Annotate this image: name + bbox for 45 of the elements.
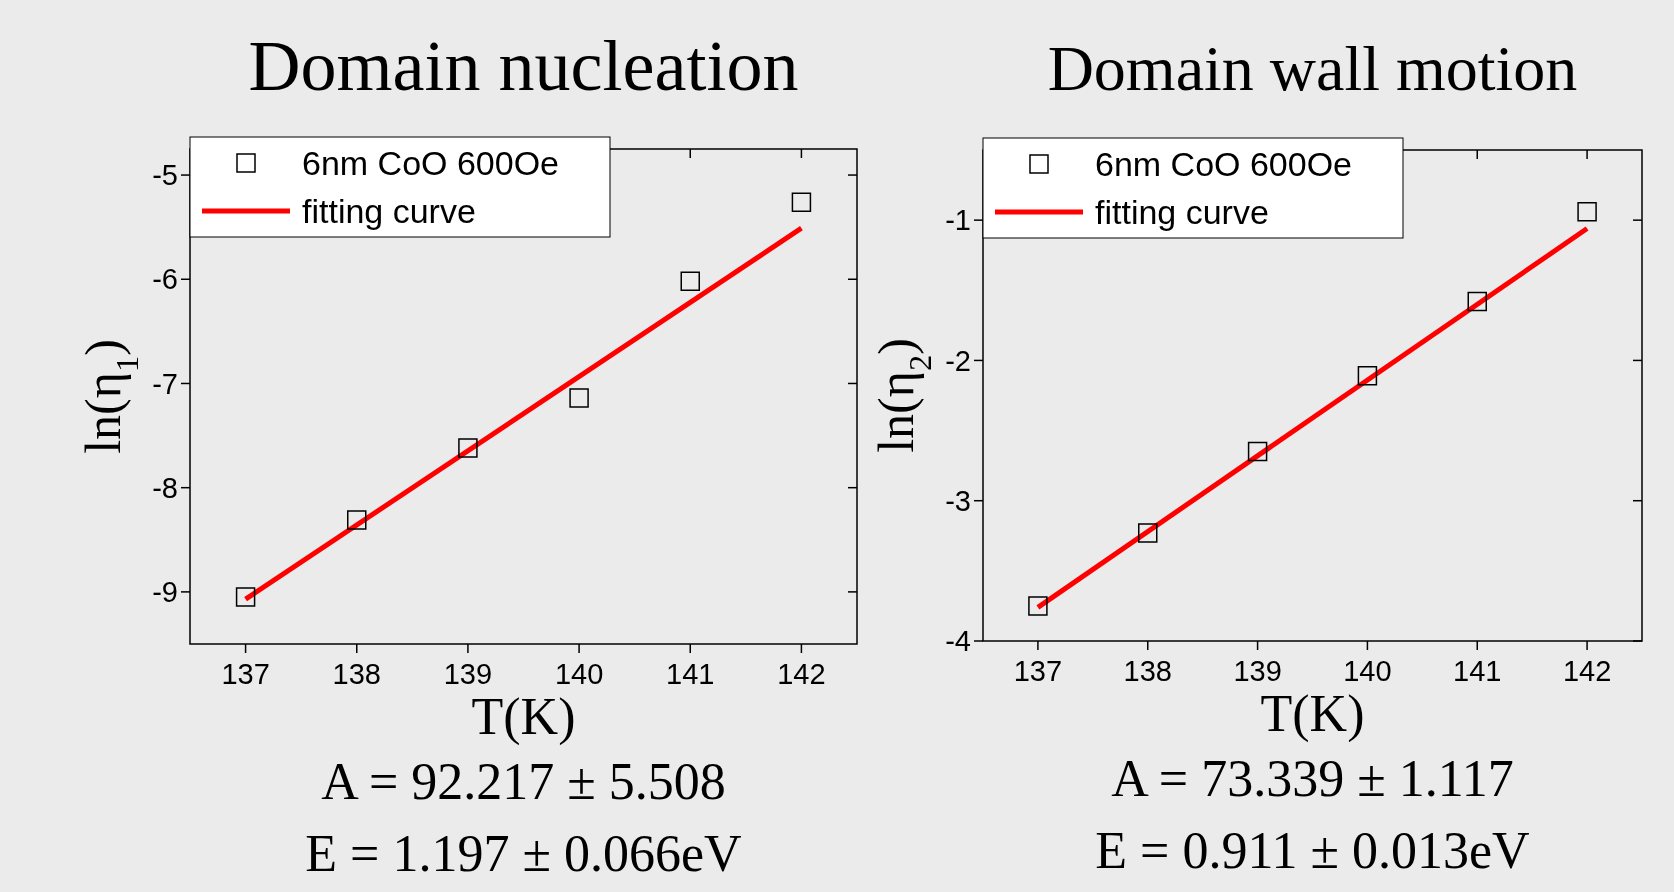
y-tick-label: -8	[152, 471, 178, 504]
y-tick-label: -9	[152, 576, 178, 609]
legend-label: fitting curve	[302, 191, 476, 230]
chart-title: Domain nucleation	[248, 26, 799, 106]
x-tick-label: 137	[1013, 655, 1063, 687]
legend-label: 6nm CoO 600Oe	[1095, 144, 1353, 183]
text: A = 92.217 ± 5.508	[321, 753, 726, 810]
y-tick-label: -5	[152, 159, 178, 192]
point	[1577, 201, 1597, 222]
y-tick-label: -3	[945, 484, 971, 517]
text: E = 0.911 ± 0.013eV	[1095, 822, 1530, 879]
y-tick-label: -6	[152, 263, 178, 296]
x-tick-label: 141	[666, 658, 715, 690]
point	[1138, 523, 1158, 543]
x-axis-title: T(K)	[471, 688, 576, 746]
x-tick-label: 138	[1123, 655, 1172, 687]
x-axis-title: T(K)	[1260, 685, 1365, 743]
point	[569, 388, 589, 408]
x-tick-label: 139	[1233, 655, 1282, 687]
point	[1467, 291, 1487, 312]
x-tick-label: 140	[1343, 655, 1392, 687]
legend-label: 6nm CoO 600Oe	[302, 143, 560, 182]
y-tick-label: -1	[945, 204, 971, 237]
point	[680, 271, 700, 292]
y-tick-label: -4	[945, 625, 971, 658]
point	[1247, 441, 1268, 462]
point	[347, 510, 367, 530]
y-tick-label: -2	[945, 344, 971, 377]
text: E = 1.197 ± 0.066eV	[305, 825, 742, 882]
x-tick-label: 137	[221, 658, 270, 690]
text: A = 73.339 ± 1.117	[1111, 750, 1514, 807]
x-tick-label: 140	[554, 658, 604, 690]
point	[1357, 366, 1378, 386]
point	[235, 587, 256, 607]
x-tick-label: 139	[443, 658, 493, 690]
x-tick-label: 142	[777, 658, 826, 690]
point	[1028, 596, 1048, 616]
legend-label: fitting curve	[1095, 192, 1269, 231]
chart-title: Domain wall motion	[1047, 33, 1578, 104]
x-tick-label: 138	[332, 658, 381, 690]
point	[458, 438, 478, 458]
point	[791, 192, 812, 212]
y-tick-label: -7	[152, 367, 178, 400]
x-tick-label: 142	[1562, 655, 1612, 687]
x-tick-label: 141	[1453, 655, 1502, 687]
